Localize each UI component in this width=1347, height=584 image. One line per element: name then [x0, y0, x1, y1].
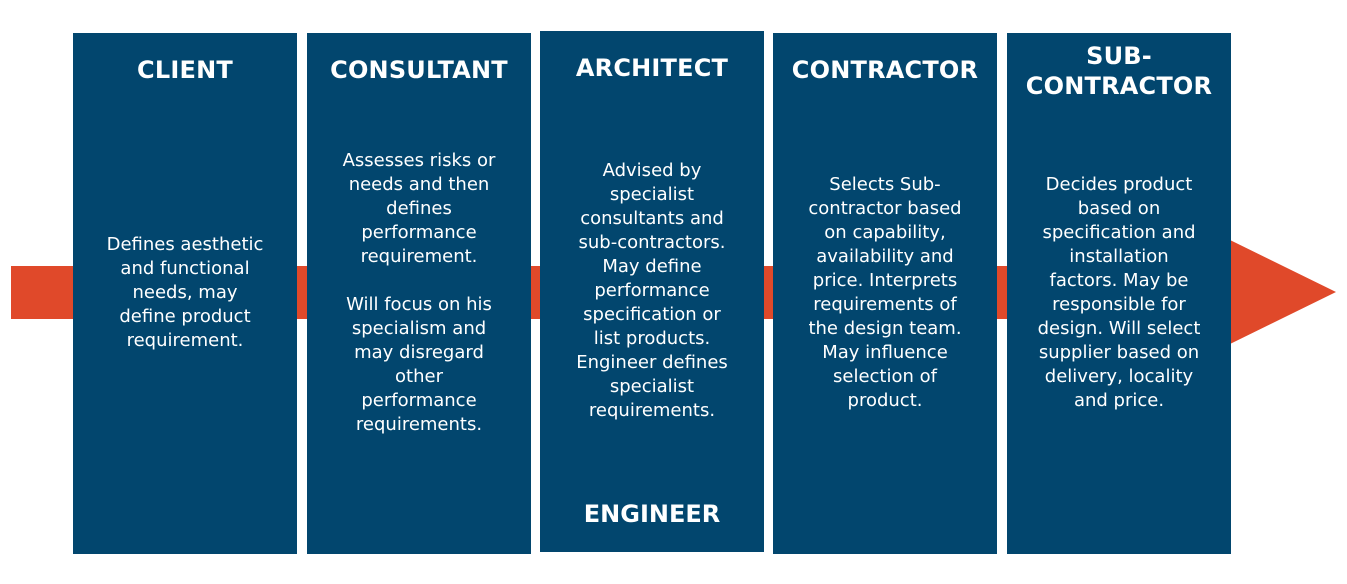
client-title: CLIENT	[137, 56, 233, 84]
subcontractor-title: SUB- CONTRACTOR	[1025, 42, 1213, 100]
contractor-panel: CONTRACTOR Selects Sub- contractor based…	[773, 33, 997, 554]
subcontractor-description: Decides product based on specification a…	[1037, 174, 1201, 411]
subcontractor-panel: SUB- CONTRACTOR Decides product based on…	[1007, 33, 1231, 554]
architect-description: Advised by specialist consultants and su…	[576, 160, 728, 421]
client-description: Defines aesthetic and functional needs, …	[106, 234, 264, 351]
contractor-title: CONTRACTOR	[791, 56, 979, 84]
contractor-description: Selects Sub- contractor based on capabil…	[808, 174, 962, 411]
flow-arrow-head	[1230, 240, 1336, 344]
consultant-description: Assesses risks or needs and then defines…	[342, 150, 496, 435]
engineer-label: ENGINEER	[583, 500, 721, 528]
architect-title: ARCHITECT	[575, 54, 729, 82]
consultant-title: CONSULTANT	[330, 56, 508, 84]
consultant-panel: CONSULTANT Assesses risks or needs and t…	[307, 33, 531, 554]
client-panel: CLIENT Defines aesthetic and functional …	[73, 33, 297, 554]
architect-panel: ARCHITECT Advised by specialist consulta…	[540, 31, 764, 552]
